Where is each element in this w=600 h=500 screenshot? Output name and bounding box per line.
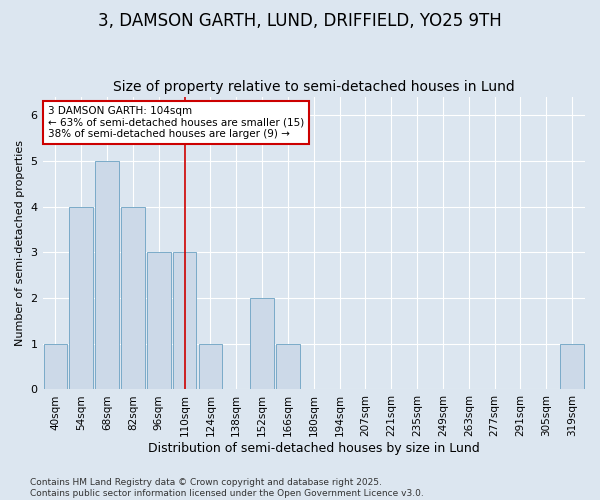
Text: 3 DAMSON GARTH: 104sqm
← 63% of semi-detached houses are smaller (15)
38% of sem: 3 DAMSON GARTH: 104sqm ← 63% of semi-det… [48,106,304,139]
Bar [199,344,223,390]
Bar [70,206,93,390]
X-axis label: Distribution of semi-detached houses by size in Lund: Distribution of semi-detached houses by … [148,442,479,455]
Bar [276,344,300,390]
Bar [147,252,170,390]
Bar [121,206,145,390]
Bar [560,344,584,390]
Bar [173,252,196,390]
Bar [95,161,119,390]
Y-axis label: Number of semi-detached properties: Number of semi-detached properties [15,140,25,346]
Bar [250,298,274,390]
Title: Size of property relative to semi-detached houses in Lund: Size of property relative to semi-detach… [113,80,515,94]
Text: Contains HM Land Registry data © Crown copyright and database right 2025.
Contai: Contains HM Land Registry data © Crown c… [30,478,424,498]
Bar [44,344,67,390]
Text: 3, DAMSON GARTH, LUND, DRIFFIELD, YO25 9TH: 3, DAMSON GARTH, LUND, DRIFFIELD, YO25 9… [98,12,502,30]
